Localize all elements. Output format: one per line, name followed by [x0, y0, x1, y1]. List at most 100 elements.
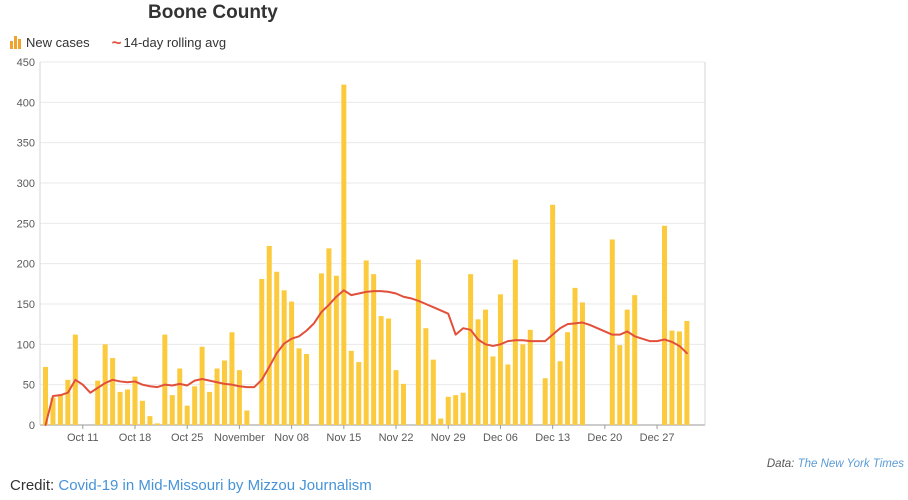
new-cases-bar [65, 379, 71, 425]
new-cases-bar [125, 389, 131, 425]
y-axis-label: 350 [17, 138, 35, 150]
new-cases-bar [557, 361, 563, 425]
y-axis-label: 250 [17, 218, 35, 230]
new-cases-bar [483, 309, 489, 425]
new-cases-bar [244, 410, 250, 425]
new-cases-bar [542, 378, 548, 425]
new-cases-bar [207, 391, 213, 425]
new-cases-bar [617, 345, 623, 425]
new-cases-bar [132, 376, 138, 425]
x-axis-label: Nov 15 [326, 432, 361, 444]
new-cases-bar [356, 362, 362, 425]
rolling-avg-line [44, 289, 688, 426]
new-cases-bar [363, 260, 369, 425]
new-cases-bar [266, 245, 272, 425]
new-cases-bar [333, 275, 339, 425]
new-cases-bar [632, 295, 638, 425]
new-cases-bar [415, 259, 421, 425]
new-cases-bar [423, 328, 429, 425]
data-source-prefix: Data: [766, 458, 795, 470]
y-axis-label: 450 [17, 57, 35, 69]
new-cases-bar [505, 364, 511, 425]
new-cases-bar [117, 391, 123, 425]
new-cases-bar [371, 274, 377, 425]
new-cases-bar [289, 301, 295, 425]
new-cases-bar [565, 332, 571, 425]
new-cases-bar [50, 397, 56, 425]
new-cases-bar [236, 370, 242, 425]
new-cases-bar [378, 316, 384, 425]
new-cases-bar [676, 331, 682, 425]
new-cases-bar [430, 359, 436, 425]
new-cases-bar [550, 204, 556, 425]
line-squiggle-icon: ~ [111, 33, 122, 52]
data-source-link[interactable]: The New York Times [797, 458, 904, 470]
new-cases-bar [669, 330, 675, 425]
y-axis-label: 0 [29, 420, 35, 432]
legend: New cases ~ 14-day rolling avg [10, 33, 248, 52]
legend-item-new-cases: New cases [10, 35, 90, 50]
new-cases-bar [274, 271, 280, 425]
new-cases-bar [460, 392, 466, 425]
x-axis-label: Oct 11 [67, 432, 99, 444]
new-cases-bar [110, 358, 116, 425]
new-cases-bar [214, 368, 220, 425]
new-cases-bar [684, 320, 690, 425]
new-cases-bar [579, 302, 585, 425]
new-cases-bar [445, 396, 451, 425]
new-cases-bar [341, 84, 347, 425]
new-cases-bar [169, 395, 175, 425]
y-axis-label: 50 [23, 380, 35, 392]
legend-item-avg: ~ 14-day rolling avg [111, 33, 227, 52]
data-source-line: Data: The New York Times [767, 458, 904, 470]
y-axis-label: 300 [17, 178, 35, 190]
new-cases-bar [296, 348, 302, 425]
credit-line: Credit: Covid-19 in Mid-Missouri by Mizz… [10, 477, 372, 494]
y-axis-label: 200 [17, 259, 35, 271]
new-cases-bar [221, 360, 227, 425]
x-axis-label: Dec 27 [640, 432, 675, 444]
credit-link[interactable]: Covid-19 in Mid-Missouri by Mizzou Journ… [58, 477, 372, 494]
new-cases-bar [490, 356, 496, 425]
new-cases-bar [147, 416, 153, 425]
x-axis-label: Nov 08 [274, 432, 309, 444]
y-axis-label: 400 [17, 97, 35, 109]
new-cases-bar [624, 309, 630, 425]
new-cases-bar [572, 287, 578, 425]
new-cases-bar [512, 259, 518, 425]
new-cases-bar [57, 394, 63, 425]
legend-avg-label: 14-day rolling avg [123, 35, 227, 50]
new-cases-bar [177, 368, 183, 425]
new-cases-bar [95, 380, 101, 425]
new-cases-bar [192, 386, 198, 425]
x-axis-label: Oct 18 [119, 432, 151, 444]
new-cases-bar [400, 383, 406, 425]
x-axis-label: Nov 29 [431, 432, 466, 444]
x-axis-label: November [214, 432, 265, 444]
new-cases-bar [229, 332, 235, 425]
new-cases-bar [393, 370, 399, 425]
new-cases-bar [475, 319, 481, 425]
chart-title: Boone County [148, 2, 278, 23]
new-cases-bar [326, 248, 332, 425]
new-cases-bar [348, 350, 354, 425]
new-cases-bar [154, 423, 160, 425]
new-cases-bar [386, 318, 392, 425]
new-cases-bar [281, 290, 287, 425]
new-cases-bar [662, 225, 668, 425]
y-axis-label: 150 [17, 299, 35, 311]
new-cases-bar [468, 274, 474, 425]
y-axis-label: 100 [17, 339, 35, 351]
new-cases-bar [438, 418, 444, 425]
new-cases-bar [162, 334, 168, 425]
x-axis-label: Dec 13 [535, 432, 570, 444]
legend-new-cases-label: New cases [26, 35, 90, 50]
new-cases-bar [184, 405, 190, 425]
new-cases-bar [527, 329, 533, 425]
new-cases-bar [199, 346, 205, 425]
x-axis-label: Dec 20 [587, 432, 622, 444]
new-cases-bar [259, 278, 265, 425]
covid-bar-chart: 0 50 100 150 200 250 300 350 400 450 Oct 11 Oct 18 O… [17, 57, 706, 444]
new-cases-bar [318, 273, 324, 425]
